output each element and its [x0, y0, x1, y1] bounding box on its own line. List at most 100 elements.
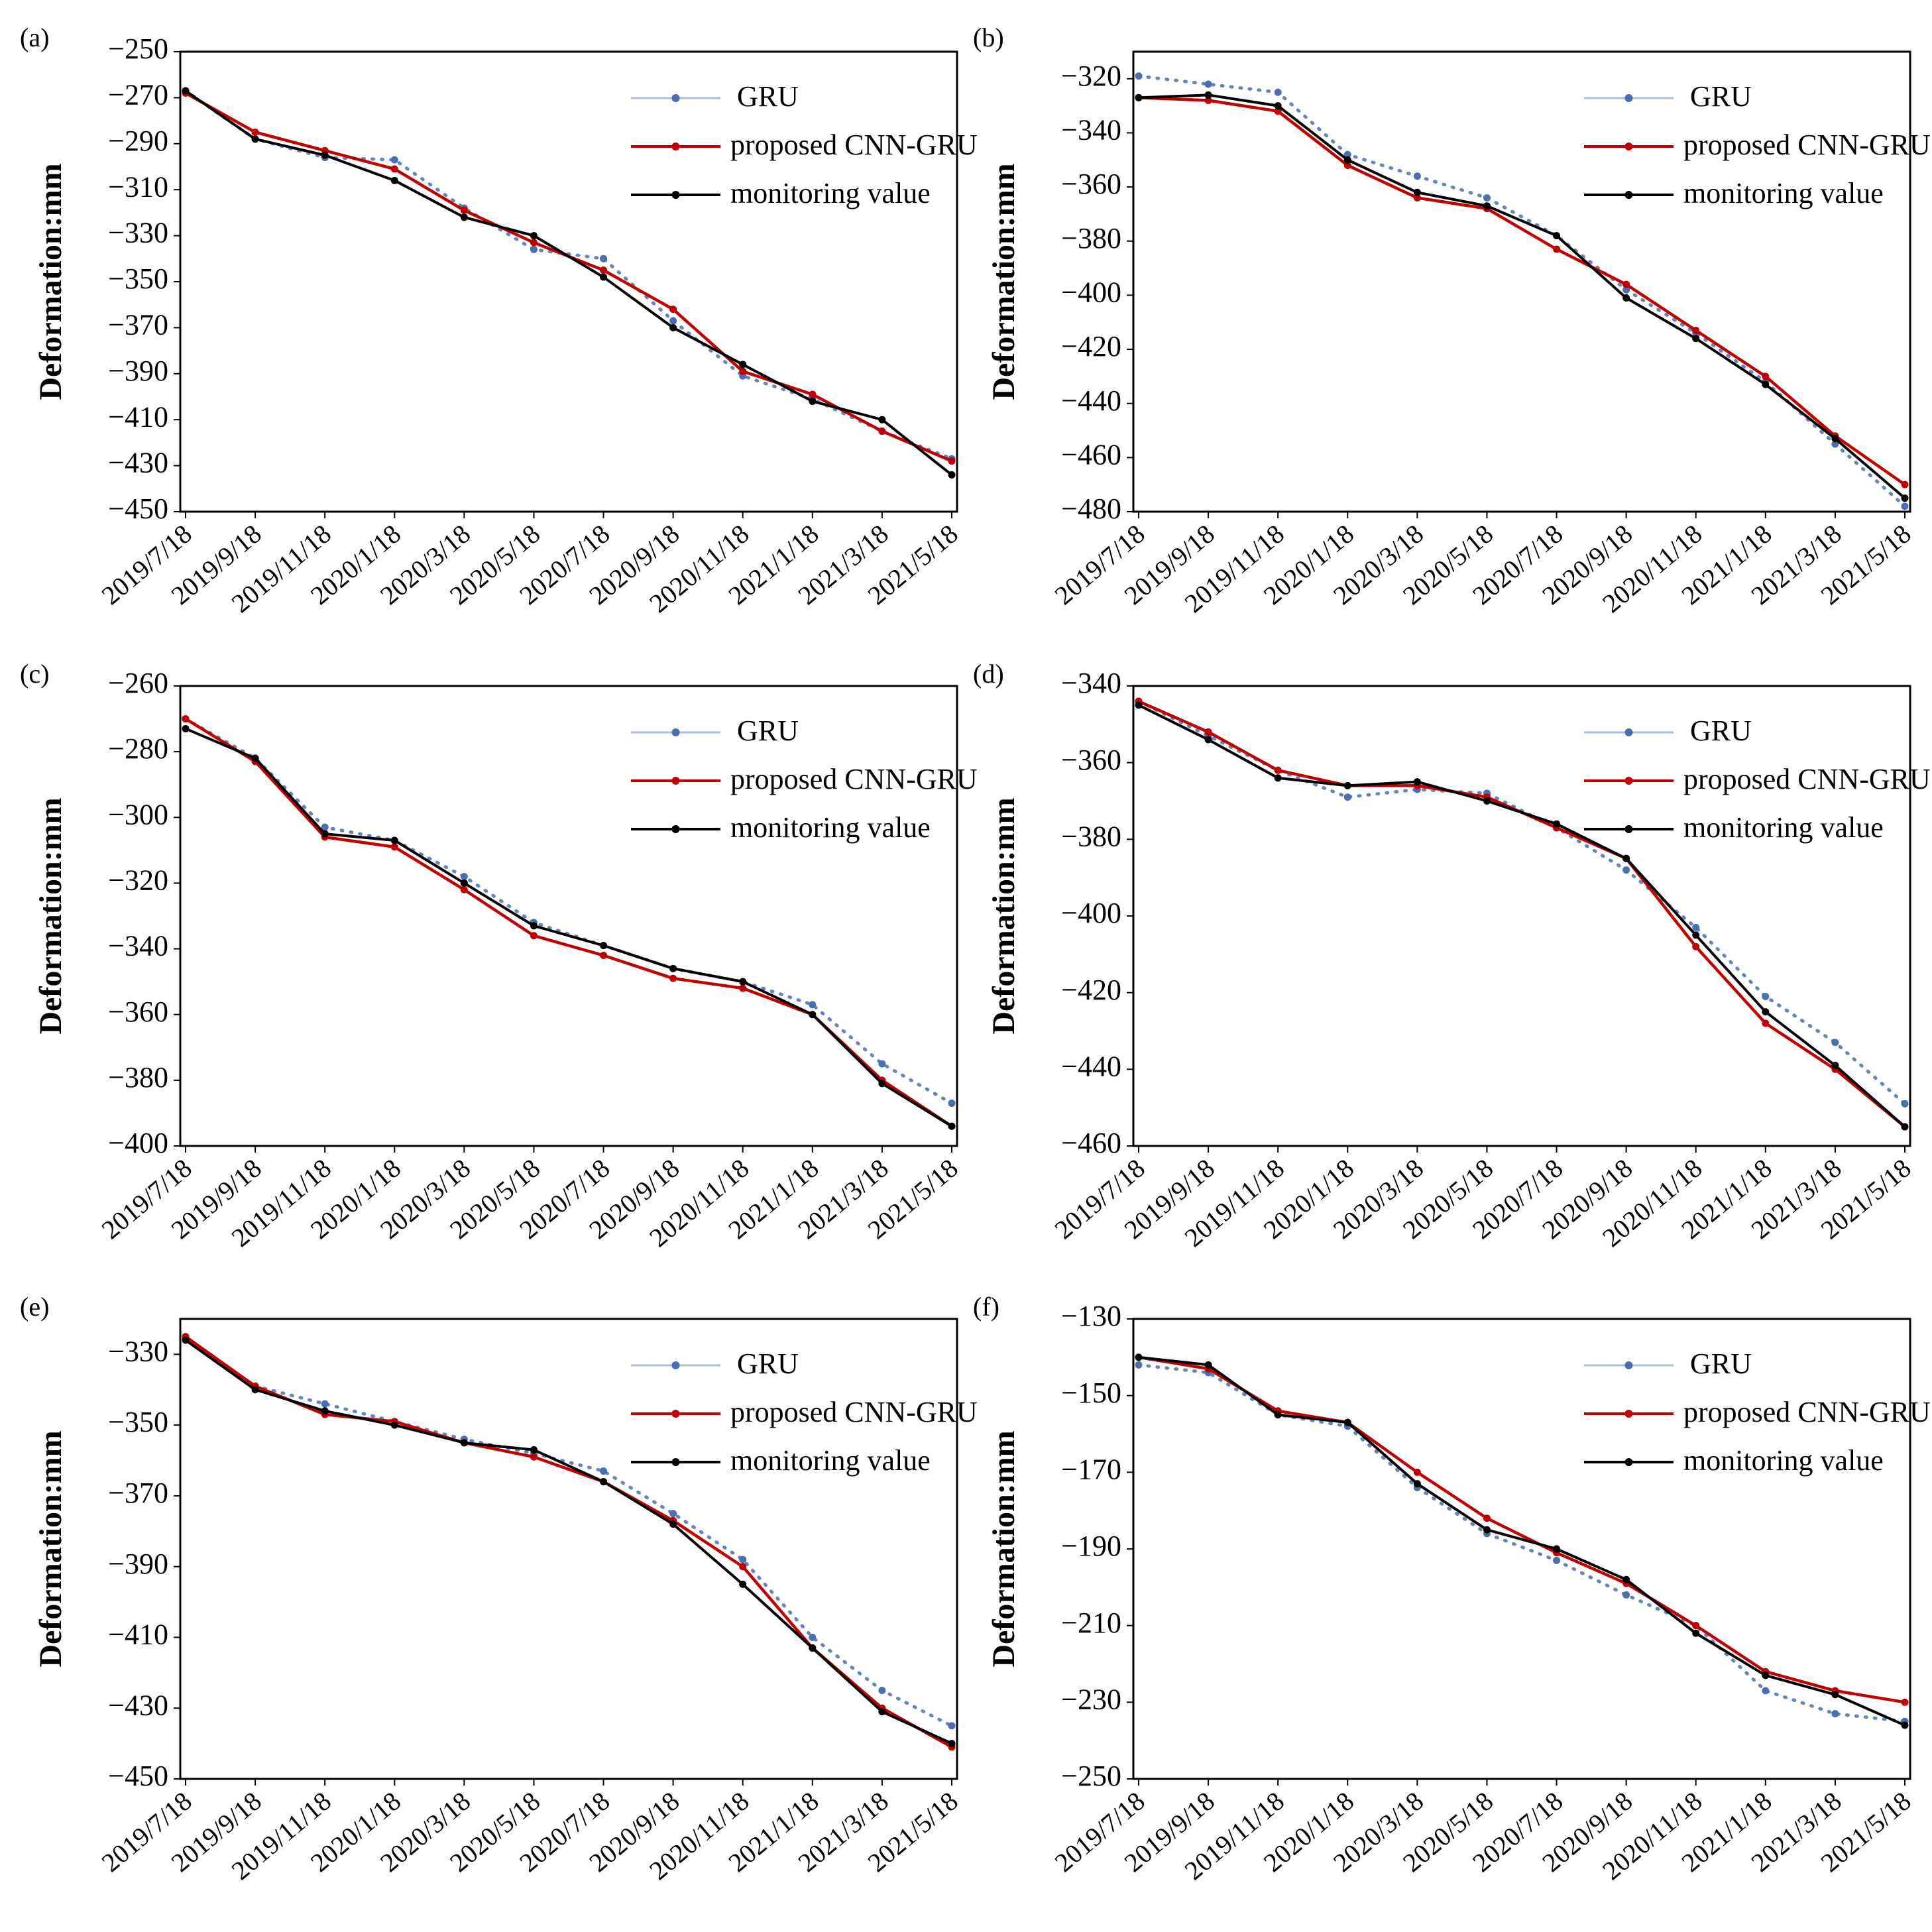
data-point-monitoring-value	[1692, 931, 1700, 939]
data-point-proposed-cnn-gru	[1692, 326, 1700, 334]
data-point-gru	[948, 1722, 956, 1730]
y-tick-label: −450	[108, 1760, 168, 1792]
data-point-monitoring-value	[1413, 1480, 1421, 1488]
data-point-gru	[739, 1556, 747, 1563]
plot-frame	[179, 50, 958, 513]
data-point-monitoring-value	[1274, 102, 1282, 110]
chart-panel-b: (b)−320−340−360−380−400−420−440−460−4802…	[973, 23, 1931, 618]
data-point-gru	[321, 1400, 329, 1408]
data-point-proposed-cnn-gru	[669, 306, 677, 313]
data-point-monitoring-value	[530, 922, 538, 930]
chart-panel-f: (f) −130−150−170−190−210−230−2502019/7/18…	[973, 1292, 1931, 1886]
legend-label-proposed-cnn-gru: proposed CNN-GRU	[1683, 129, 1931, 161]
data-point-gru	[1135, 72, 1143, 80]
data-point-monitoring-value	[948, 1122, 956, 1130]
data-point-proposed-cnn-gru	[530, 1453, 538, 1461]
data-point-proposed-cnn-gru	[1692, 1622, 1700, 1630]
data-point-monitoring-value	[1413, 188, 1421, 196]
data-point-monitoring-value	[809, 397, 817, 405]
data-point-gru	[1622, 1591, 1630, 1599]
data-point-monitoring-value	[1483, 202, 1491, 210]
legend: GRU proposed CNN-GRU monitoring value	[631, 80, 978, 209]
data-point-proposed-cnn-gru	[1413, 194, 1421, 201]
series-line-monitoring-value	[1138, 93, 1906, 500]
y-tick-label: −340	[1061, 114, 1121, 146]
y-tick-label: −360	[108, 995, 168, 1028]
legend: GRU proposed CNN-GRU monitoring value	[631, 1347, 978, 1477]
legend-marker-monitoring-value	[671, 825, 680, 833]
legend-marker-proposed-cnn-gru	[671, 142, 680, 150]
y-tick-label: −420	[1061, 974, 1121, 1006]
data-point-monitoring-value	[1831, 1691, 1839, 1699]
legend-label-monitoring-value: monitoring value	[730, 811, 931, 844]
data-point-monitoring-value	[321, 830, 329, 838]
data-point-gru	[1622, 286, 1630, 294]
y-tick-label: −230	[1061, 1683, 1121, 1715]
data-point-monitoring-value	[1901, 1123, 1909, 1131]
data-point-proposed-cnn-gru	[1483, 1514, 1491, 1522]
y-tick-label: −360	[1061, 168, 1121, 200]
data-point-monitoring-value	[460, 1439, 468, 1447]
data-point-gru	[1622, 866, 1630, 874]
y-tick-label: −390	[108, 355, 168, 387]
legend-marker-proposed-cnn-gru	[671, 1410, 680, 1418]
data-point-gru	[1204, 80, 1212, 88]
panel-label: (e)	[20, 1292, 49, 1322]
legend-label-proposed-cnn-gru: proposed CNN-GRU	[730, 763, 978, 795]
panel-label: (b)	[973, 23, 1004, 52]
data-point-monitoring-value	[1901, 1721, 1909, 1729]
data-point-proposed-cnn-gru	[390, 165, 398, 173]
legend: GRU proposed CNN-GRU monitoring value	[1584, 1347, 1931, 1477]
legend-marker-proposed-cnn-gru	[1624, 142, 1633, 150]
data-point-monitoring-value	[1343, 781, 1351, 789]
data-point-proposed-cnn-gru	[1762, 372, 1770, 380]
legend-marker-proposed-cnn-gru	[671, 777, 680, 785]
data-point-proposed-cnn-gru	[1204, 728, 1212, 736]
data-point-monitoring-value	[1204, 1361, 1212, 1369]
data-point-monitoring-value	[1135, 1353, 1143, 1361]
y-tick-label: −350	[108, 262, 168, 295]
chart-panel-c: (c) −260−280−300−320−340−360−380−4002019/…	[20, 659, 978, 1253]
y-tick-label: −350	[108, 1406, 168, 1438]
data-point-monitoring-value	[878, 1708, 886, 1716]
data-point-monitoring-value	[1901, 494, 1909, 502]
data-point-monitoring-value	[1274, 1411, 1282, 1419]
y-tick-label: −300	[108, 798, 168, 830]
legend-label-monitoring-value: monitoring value	[1683, 1444, 1884, 1477]
data-point-gru	[1413, 172, 1421, 180]
y-tick-label: −440	[1061, 384, 1121, 417]
data-point-proposed-cnn-gru	[1692, 942, 1700, 950]
data-point-monitoring-value	[948, 471, 956, 479]
data-point-gru	[1343, 793, 1351, 801]
y-tick-label: −340	[108, 930, 168, 962]
y-axis-label: Deformation:mm	[986, 163, 1021, 400]
legend-marker-gru	[1624, 1361, 1633, 1369]
data-point-gru	[1901, 1100, 1909, 1108]
data-point-monitoring-value	[251, 1386, 259, 1394]
data-point-monitoring-value	[1135, 701, 1143, 709]
y-tick-label: −430	[108, 1689, 168, 1721]
data-point-monitoring-value	[739, 361, 747, 369]
data-point-monitoring-value	[1483, 797, 1491, 805]
data-point-proposed-cnn-gru	[1274, 766, 1282, 774]
data-point-gru	[1135, 1361, 1143, 1369]
y-tick-label: −370	[108, 1477, 168, 1509]
data-point-monitoring-value	[251, 754, 259, 762]
data-point-monitoring-value	[1762, 380, 1770, 388]
data-point-monitoring-value	[878, 416, 886, 424]
data-point-monitoring-value	[1692, 335, 1700, 343]
series-line-proposed-cnn-gru	[1138, 1355, 1905, 1704]
data-point-monitoring-value	[321, 1407, 329, 1415]
data-point-monitoring-value	[1831, 1062, 1839, 1070]
data-point-proposed-cnn-gru	[1901, 481, 1909, 488]
data-point-monitoring-value	[1204, 91, 1212, 99]
data-point-monitoring-value	[600, 1478, 608, 1486]
data-point-proposed-cnn-gru	[600, 951, 608, 959]
legend-label-gru: GRU	[1690, 1347, 1752, 1380]
plot-frame	[179, 1318, 958, 1780]
y-tick-label: −320	[1061, 60, 1121, 92]
data-point-gru	[321, 823, 329, 831]
y-tick-label: −390	[108, 1548, 168, 1580]
legend-marker-proposed-cnn-gru	[1624, 777, 1633, 785]
legend-label-gru: GRU	[1690, 80, 1752, 113]
